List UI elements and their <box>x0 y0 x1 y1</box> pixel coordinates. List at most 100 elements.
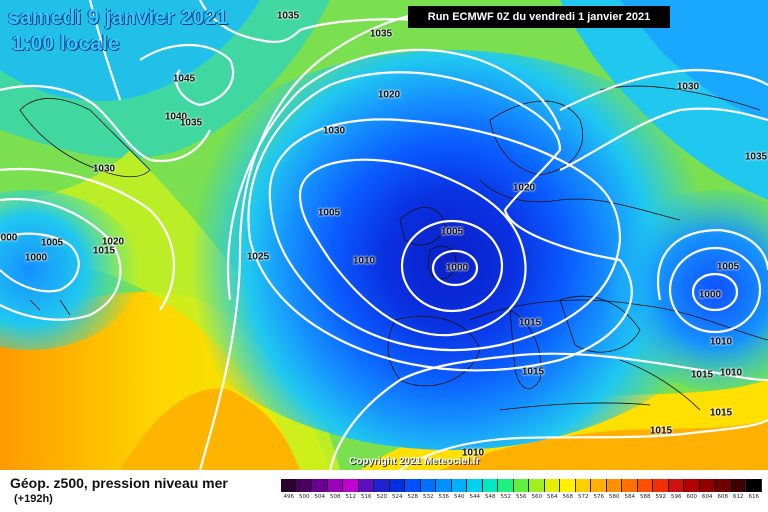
isobar-label: 1015 <box>649 425 673 437</box>
scale-step: 532 <box>420 479 436 503</box>
scale-swatch <box>296 479 312 492</box>
scale-step: 568 <box>560 479 576 503</box>
scale-swatch <box>436 479 452 492</box>
scale-tick-label: 616 <box>748 494 760 500</box>
scale-step: 500 <box>296 479 312 503</box>
isobar-label: 1025 <box>246 251 270 263</box>
scale-step: 584 <box>622 479 638 503</box>
scale-step: 496 <box>281 479 297 503</box>
copyright-notice: Copyright 2021 Meteociel.fr <box>349 456 480 467</box>
scale-tick-label: 496 <box>283 494 295 500</box>
scale-tick-label: 512 <box>345 494 357 500</box>
scale-swatch <box>684 479 700 492</box>
isobar-label: 1015 <box>690 369 714 381</box>
scale-tick-label: 592 <box>655 494 667 500</box>
scale-swatch <box>327 479 343 492</box>
scale-step: 600 <box>684 479 700 503</box>
isobar-label: 1030 <box>92 163 116 175</box>
scale-tick-label: 604 <box>702 494 713 500</box>
scale-step: 588 <box>637 479 653 503</box>
scale-tick-label: 504 <box>314 494 326 500</box>
scale-step: 528 <box>405 479 421 503</box>
scale-swatch <box>498 479 514 492</box>
scale-tick-label: 576 <box>593 494 605 500</box>
scale-swatch <box>715 479 731 492</box>
isobar-label: 1020 <box>377 89 401 101</box>
scale-swatch <box>312 479 328 492</box>
scale-step: 544 <box>467 479 483 503</box>
forecast-local-time: 1:00 locale <box>12 32 120 55</box>
scale-swatch <box>467 479 483 492</box>
scale-step: 592 <box>653 479 669 503</box>
scale-swatch <box>389 479 405 492</box>
scale-step: 572 <box>575 479 591 503</box>
isobar-label: 1030 <box>322 125 346 137</box>
scale-step: 524 <box>389 479 405 503</box>
scale-swatch <box>591 479 607 492</box>
isobar-label: 1005 <box>716 261 740 273</box>
scale-step: 520 <box>374 479 390 503</box>
scale-swatch <box>281 479 297 492</box>
scale-swatch <box>374 479 390 492</box>
scale-tick-label: 544 <box>469 494 481 500</box>
isobar-label: 1000 <box>24 252 48 264</box>
scale-tick-label: 556 <box>516 494 527 500</box>
isobar-label: 1005 <box>40 237 64 249</box>
scale-swatch <box>451 479 467 492</box>
scale-tick-label: 608 <box>717 494 729 500</box>
scale-tick-label: 532 <box>423 494 434 500</box>
scale-step: 504 <box>312 479 328 503</box>
scale-step: 580 <box>606 479 622 503</box>
color-scale: 496 500 504 508 512 516 520 524 528 532 536 540 544 5… <box>281 479 762 503</box>
scale-step: 564 <box>544 479 560 503</box>
scale-swatch <box>575 479 591 492</box>
isobar-label: 1045 <box>172 73 196 85</box>
scale-tick-label: 580 <box>609 494 620 500</box>
scale-tick-label: 536 <box>438 494 450 500</box>
scale-swatch <box>343 479 359 492</box>
scale-step: 536 <box>436 479 452 503</box>
scale-tick-label: 552 <box>500 494 512 500</box>
scale-step: 604 <box>699 479 715 503</box>
scale-tick-label: 600 <box>686 494 698 500</box>
scale-swatch <box>699 479 715 492</box>
scale-step: 616 <box>746 479 762 503</box>
isobar-label: 1005 <box>440 226 464 238</box>
isobar-label: 1010 <box>719 367 743 379</box>
isobar-label: 1000 <box>445 262 469 274</box>
isobar-label: 1010 <box>352 255 376 267</box>
scale-tick-label: 560 <box>531 494 543 500</box>
isobar-label: 1005 <box>317 207 341 219</box>
scale-tick-label: 612 <box>733 494 744 500</box>
isobar-label: 1035 <box>179 117 203 129</box>
isobar-label: 000 <box>0 232 18 244</box>
scale-tick-label: 588 <box>640 494 651 500</box>
geopotential-field <box>0 0 768 470</box>
scale-step: 548 <box>482 479 498 503</box>
isobar-label: 1000 <box>698 289 722 301</box>
scale-step: 516 <box>358 479 374 503</box>
legend-title: Géop. z500, pression niveau mer <box>10 475 228 491</box>
isobar-label: 1035 <box>744 151 768 163</box>
scale-tick-label: 500 <box>299 494 310 500</box>
scale-step: 608 <box>715 479 731 503</box>
scale-swatch <box>668 479 684 492</box>
forecast-offset: (+192h) <box>14 493 53 505</box>
isobar-label: 1015 <box>92 245 116 257</box>
scale-swatch <box>513 479 529 492</box>
scale-tick-label: 584 <box>624 494 636 500</box>
scale-step: 540 <box>451 479 467 503</box>
scale-swatch <box>730 479 746 492</box>
scale-swatch <box>529 479 545 492</box>
scale-swatch <box>746 479 762 492</box>
scale-tick-label: 548 <box>485 494 496 500</box>
legend-bar: Géop. z500, pression niveau mer (+192h) … <box>0 470 768 512</box>
scale-step: 552 <box>498 479 514 503</box>
scale-swatch <box>358 479 374 492</box>
scale-step: 596 <box>668 479 684 503</box>
scale-tick-label: 520 <box>376 494 388 500</box>
scale-tick-label: 572 <box>578 494 589 500</box>
scale-step: 576 <box>591 479 607 503</box>
isobar-label: 1020 <box>101 236 125 248</box>
